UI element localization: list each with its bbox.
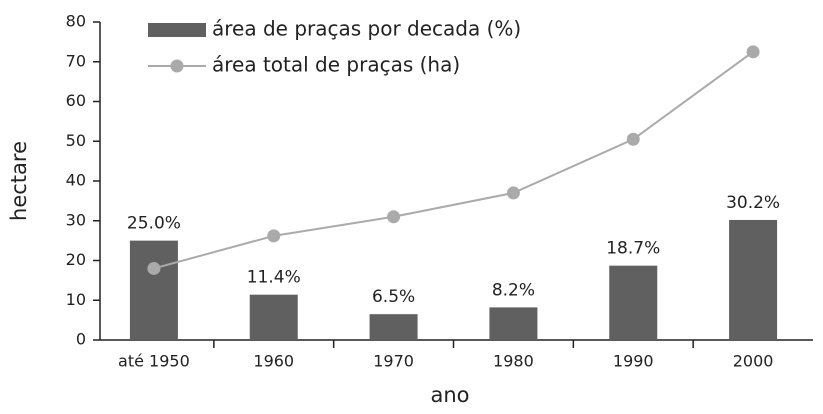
x-tick-label: 1990 [613,352,654,371]
y-tick-label: 70 [66,51,86,70]
bar [489,307,538,340]
legend-label: área total de praças (ha) [212,53,460,77]
y-axis-title: hectare [7,141,31,221]
legend-label: área de praças por decada (%) [212,17,521,41]
x-tick-label: 1980 [493,352,534,371]
line-marker [506,186,520,200]
x-tick-label: até 1950 [118,352,190,371]
line-marker [746,45,760,59]
y-tick-label: 30 [66,210,86,229]
x-tick-label: 1970 [373,352,414,371]
y-tick-label: 40 [66,171,86,190]
bar [249,294,298,340]
bar [369,314,418,340]
legend-swatch [170,59,184,73]
x-tick-label: 1960 [253,352,294,371]
legend-swatch [148,23,206,37]
line-marker [626,132,640,146]
line-marker [267,229,281,243]
y-tick-label: 80 [66,12,86,31]
bar [609,265,658,340]
bar [729,219,778,340]
x-tick-label: 2000 [733,352,774,371]
data-label: 18.7% [606,239,660,259]
x-axis-title: ano [430,383,469,407]
data-label: 11.4% [247,268,301,288]
data-label: 30.2% [726,193,780,213]
data-label: 8.2% [492,280,535,300]
line [153,51,754,270]
data-label: 6.5% [372,287,415,307]
y-tick-label: 0 [76,330,86,349]
bar [129,240,178,340]
line-marker [147,261,161,275]
line-marker [387,210,401,224]
data-label: 25.0% [127,214,181,234]
y-tick-label: 50 [66,131,86,150]
y-tick-label: 60 [66,91,86,110]
y-tick-label: 10 [66,290,86,309]
y-tick-label: 20 [66,250,86,269]
